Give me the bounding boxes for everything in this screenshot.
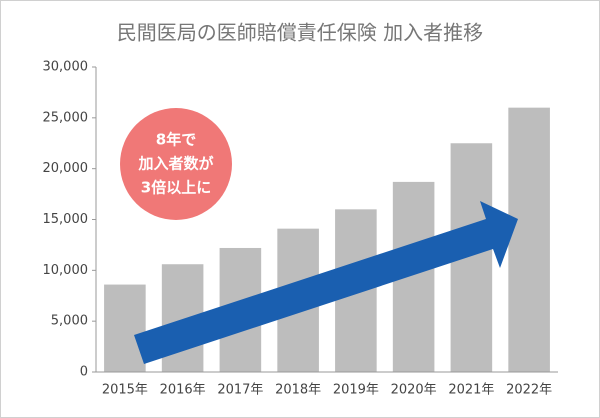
annotation-line: 8年で [156, 131, 196, 149]
bar [508, 107, 550, 373]
annotation-line: 3倍以上に [141, 179, 211, 197]
x-tick-label: 2020年 [391, 383, 437, 398]
y-tick-label: 0 [80, 365, 88, 380]
y-tick-label: 20,000 [43, 161, 89, 176]
x-tick-label: 2016年 [160, 383, 206, 398]
trend-arrow [134, 201, 518, 364]
y-tick-label: 30,000 [43, 60, 89, 75]
y-tick-label: 15,000 [43, 212, 89, 227]
x-tick-label: 2021年 [448, 383, 494, 398]
y-tick-label: 25,000 [43, 110, 89, 125]
chart-title: 民間医局の医師賠償責任保険 加入者推移 [117, 21, 483, 45]
x-tick-label: 2015年 [102, 383, 148, 398]
bar [104, 284, 146, 372]
y-tick-label: 10,000 [43, 263, 89, 278]
x-tick-label: 2022年 [506, 383, 552, 398]
annotation-line: 加入者数が [137, 155, 214, 173]
x-tick-label: 2017年 [217, 383, 263, 398]
y-tick-label: 5,000 [51, 314, 88, 329]
annotation-badge [120, 108, 232, 220]
x-tick-label: 2019年 [333, 383, 379, 398]
x-tick-label: 2018年 [275, 383, 321, 398]
